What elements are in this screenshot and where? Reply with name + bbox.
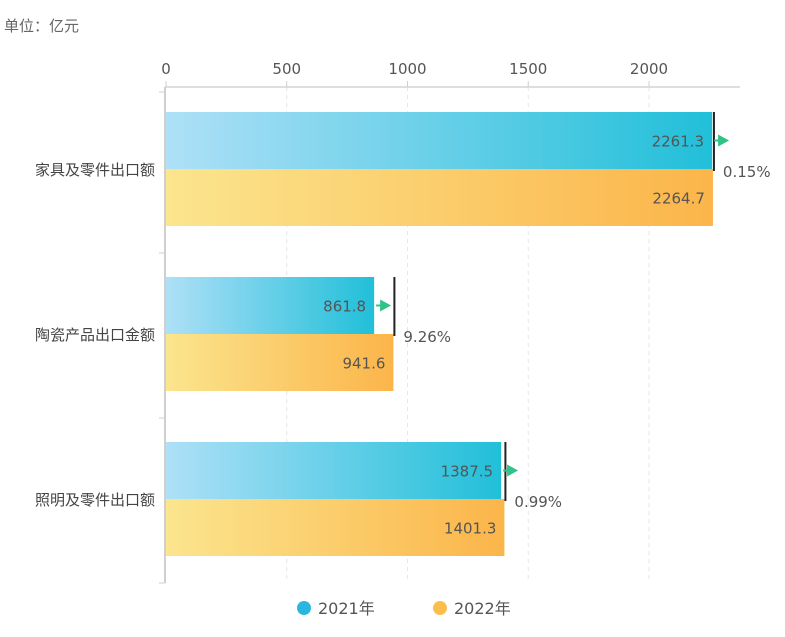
legend-swatch <box>297 601 311 615</box>
value-label-2021: 861.8 <box>323 298 366 316</box>
legend-item-2022: 2022年 <box>433 599 511 618</box>
category-label: 陶瓷产品出口金额 <box>35 326 155 344</box>
legend: 2021年 2022年 <box>297 599 511 618</box>
growth-arrow-head <box>718 134 730 147</box>
axis-layer: 0 500 1000 1500 2000 <box>159 60 740 584</box>
x-tick-label: 0 <box>161 60 171 78</box>
value-label-2021: 1387.5 <box>441 463 494 481</box>
growth-rate-label: 0.15% <box>723 163 771 181</box>
x-tick-label: 500 <box>272 60 301 78</box>
legend-label: 2022年 <box>454 599 511 618</box>
growth-rate-label: 0.99% <box>514 493 562 511</box>
growth-arrow-head <box>507 464 519 477</box>
value-label-2022: 1401.3 <box>444 520 497 538</box>
x-tick-label: 1500 <box>509 60 547 78</box>
bar-2021 <box>166 442 502 499</box>
bar-2021 <box>166 277 375 334</box>
bar-2021 <box>166 112 713 169</box>
x-tick-label: 1000 <box>388 60 426 78</box>
legend-label: 2021年 <box>318 599 375 618</box>
legend-item-2021: 2021年 <box>297 599 375 618</box>
value-label-2022: 2264.7 <box>652 190 705 208</box>
bar-2022 <box>166 169 713 226</box>
bar-2022 <box>166 334 394 391</box>
legend-swatch <box>433 601 447 615</box>
x-tick-label: 2000 <box>630 60 668 78</box>
category-label: 家具及零件出口额 <box>35 161 155 179</box>
category-label: 照明及零件出口额 <box>35 491 155 509</box>
labels-layer: 家具及零件出口额 2261.3 2264.7 0.15% 陶瓷产品出口金额 861.8 94… <box>35 133 771 538</box>
growth-rate-label: 9.26% <box>403 328 451 346</box>
bars-layer <box>166 112 730 556</box>
unit-label: 单位：亿元 <box>4 17 79 35</box>
bar-2022 <box>166 499 505 556</box>
growth-arrow-head <box>380 299 392 312</box>
value-label-2022: 941.6 <box>342 355 385 373</box>
value-label-2021: 2261.3 <box>652 133 705 151</box>
